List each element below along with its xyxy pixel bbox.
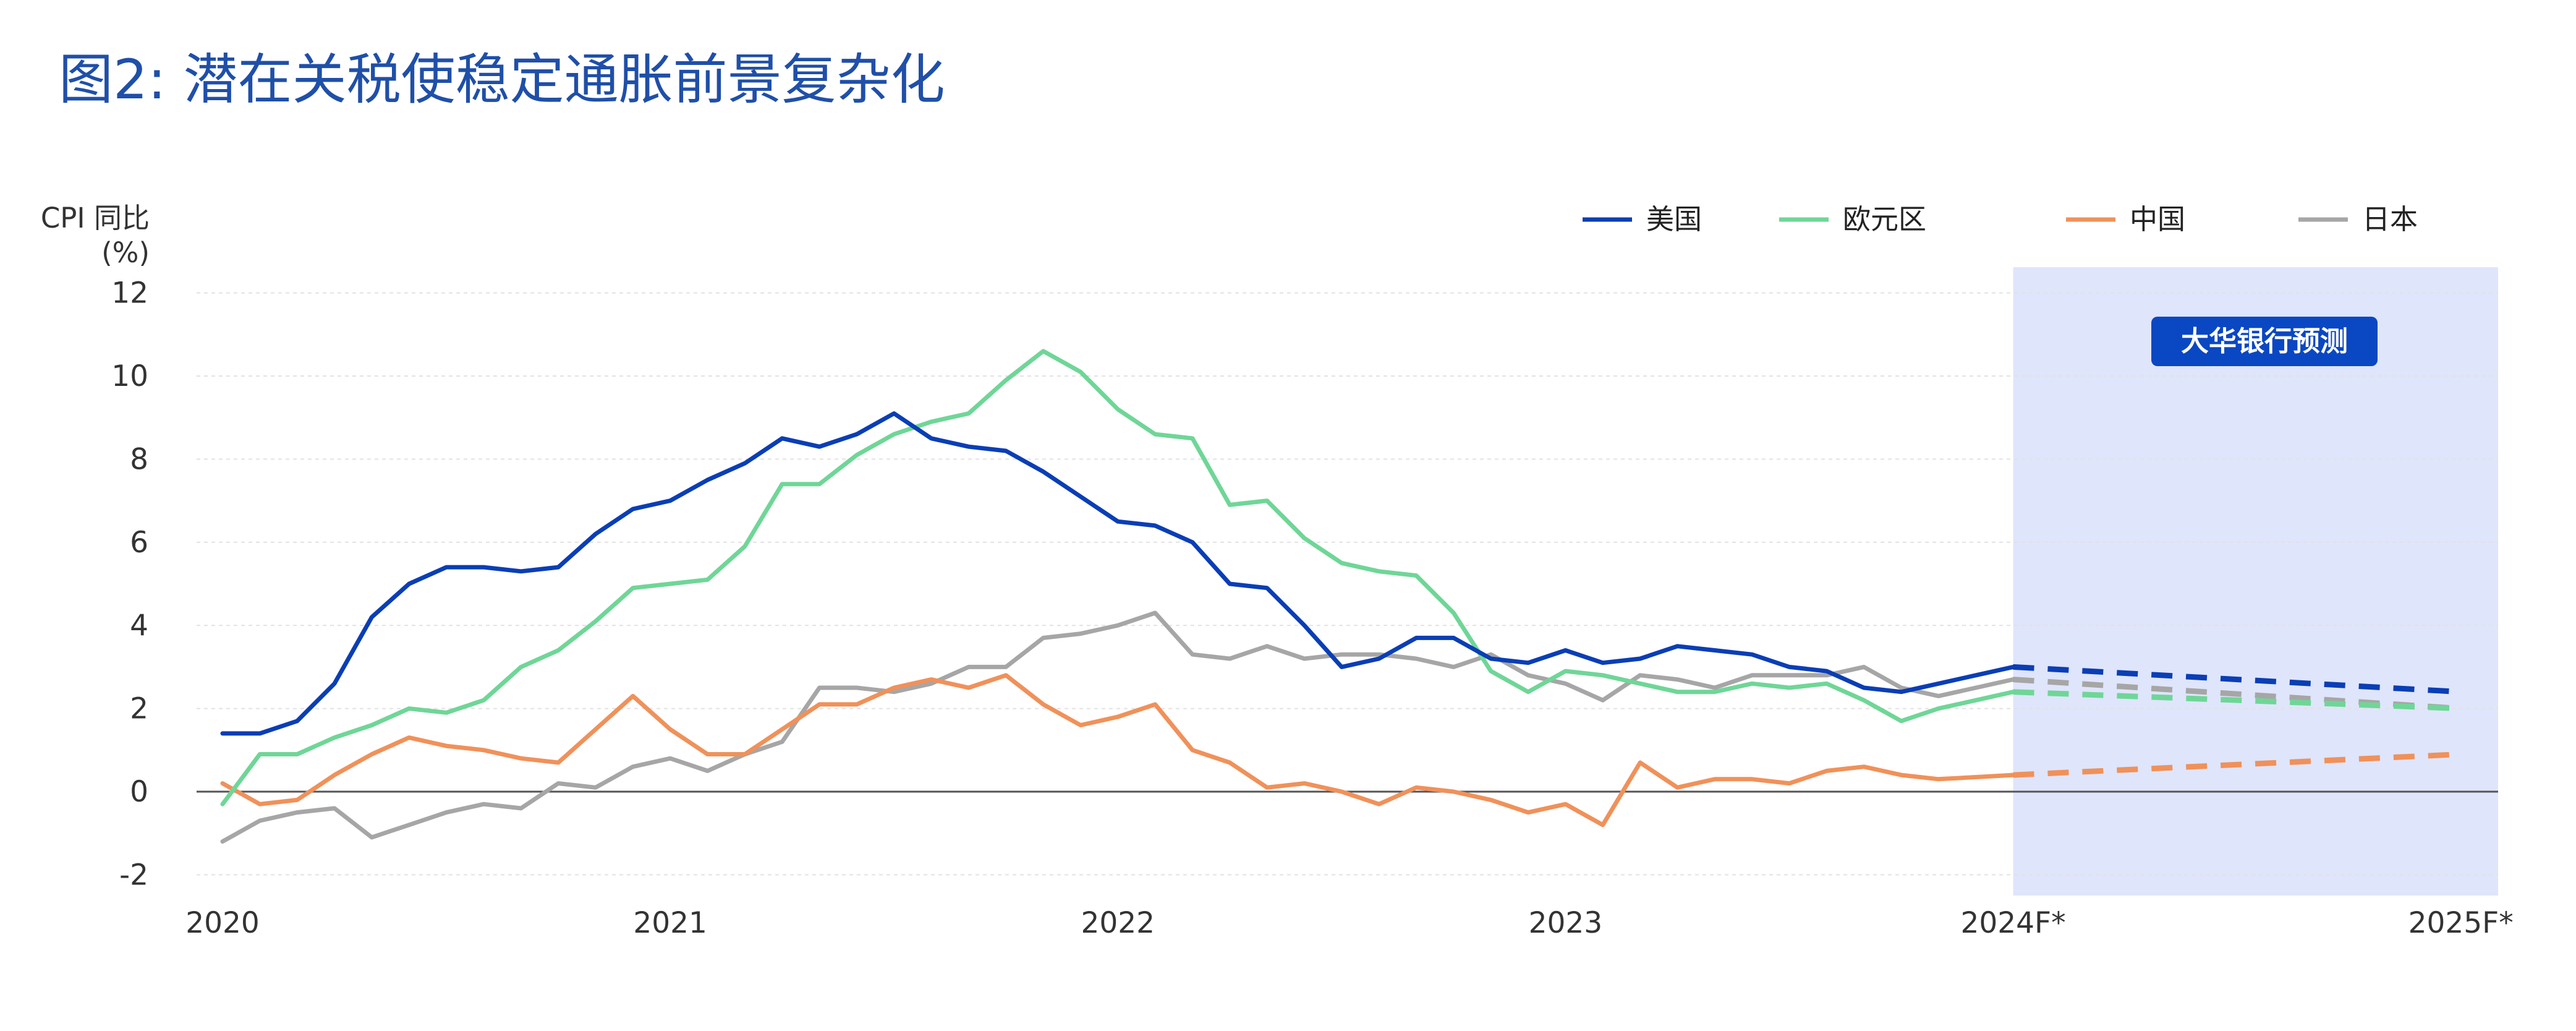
badge-label: 大华银行预测 bbox=[2181, 325, 2348, 357]
y-tick-label: 8 bbox=[130, 442, 148, 476]
y-tick-label: 0 bbox=[130, 775, 148, 809]
forecast-badge: 大华银行预测 bbox=[2151, 317, 2378, 366]
y-axis-label: CPI 同比 bbox=[41, 202, 150, 234]
series-line bbox=[220, 411, 2015, 736]
legend-label: 中国 bbox=[2130, 203, 2185, 236]
legend-label: 日本 bbox=[2362, 203, 2418, 236]
y-tick-label: 12 bbox=[111, 276, 148, 310]
series-line bbox=[220, 610, 2015, 844]
series-line bbox=[220, 349, 2015, 806]
x-tick-label: 2021 bbox=[633, 906, 707, 940]
y-tick-label: 6 bbox=[130, 526, 148, 560]
x-tick-label: 2020 bbox=[185, 906, 260, 940]
badge-background bbox=[2151, 317, 2378, 366]
y-tick-label: 2 bbox=[130, 692, 148, 726]
series-forecast-line bbox=[2013, 664, 2461, 695]
y-tick-label: -2 bbox=[119, 858, 148, 892]
x-tick-labels: 2020 2021 2022 2023 2024F* 2025F* bbox=[185, 906, 2514, 940]
x-tick-label: 2023 bbox=[1529, 906, 1603, 940]
y-axis-unit: (%) bbox=[101, 236, 150, 269]
series-forecast-line bbox=[2013, 751, 2461, 778]
legend-label: 欧元区 bbox=[1843, 203, 1926, 236]
series-forecast-line bbox=[2013, 689, 2461, 712]
series-lines bbox=[220, 349, 2461, 844]
x-tick-label: 2025F* bbox=[2408, 906, 2514, 940]
series-line bbox=[220, 673, 2015, 828]
legend: 美国 欧元区 中国 日本 bbox=[1583, 203, 2418, 236]
y-tick-labels: 12 10 8 6 4 2 0 -2 bbox=[111, 276, 148, 892]
series-forecast-line bbox=[2013, 677, 2461, 712]
y-tick-label: 4 bbox=[130, 609, 148, 643]
x-tick-label: 2022 bbox=[1081, 906, 1155, 940]
x-tick-label: 2024F* bbox=[1960, 906, 2065, 940]
legend-label: 美国 bbox=[1646, 203, 1702, 236]
y-tick-label: 10 bbox=[111, 359, 148, 393]
chart-title: 图2: 潜在关税使稳定通胀前景复杂化 bbox=[59, 48, 945, 111]
